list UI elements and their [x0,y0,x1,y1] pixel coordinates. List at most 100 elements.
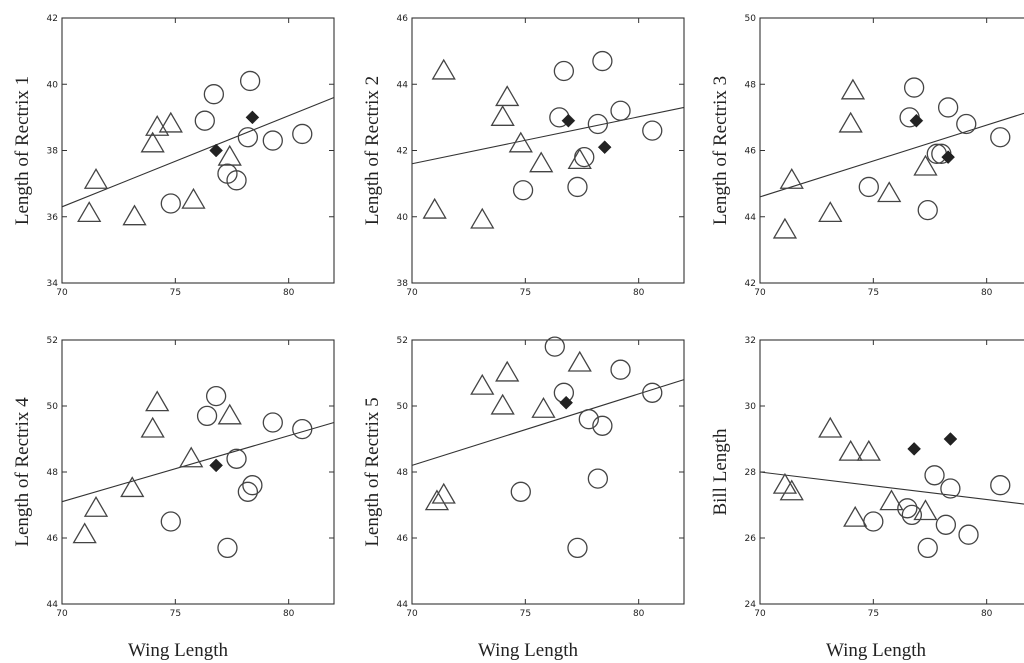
circle-point [610,359,631,380]
y-tick-label: 30 [745,402,757,412]
x-tick-label: 70 [406,288,418,298]
x-axis-label: Wing Length [128,640,229,661]
circle-point [262,130,283,151]
circle-point [917,199,938,221]
triangle-point [567,350,592,372]
triangle-point [818,416,843,438]
y-axis-label: Length of Rectrix 1 [12,76,33,225]
circle-point [242,475,263,496]
triangle-point [77,201,102,223]
diamond-point [209,143,223,158]
triangle-point [83,168,109,189]
regression-line [411,379,685,466]
plot-frame [411,17,685,284]
circle-point [917,537,938,559]
circle-point [937,97,959,118]
plot-frame [759,339,1024,605]
x-axis-label: Wing Length [478,640,579,661]
triangle-point [490,105,515,126]
diamond-point [943,432,958,446]
x-tick-label: 80 [283,288,295,298]
y-tick-label: 46 [397,14,409,24]
panel-5: 70 75 80 44 46 48 50 52 Length of Rectrix 5 Wing … [362,336,685,661]
y-tick-label: 52 [47,336,58,346]
circle-point [863,511,884,532]
triangle-point [840,78,866,100]
y-tick-label: 44 [397,80,409,90]
y-tick-label: 44 [47,600,59,610]
circle-point [237,127,259,148]
circle-point [217,537,238,559]
plot-frame [759,17,1024,284]
triangle-point [422,197,447,219]
circle-point [990,127,1011,148]
y-tick-label: 50 [745,14,757,24]
regression-line [411,106,685,165]
circle-point [544,336,565,357]
y-tick-label: 24 [745,600,757,610]
circle-point [226,448,247,469]
x-tick-label: 70 [754,609,766,619]
regression-line [61,421,335,503]
circle-point [160,511,181,532]
circle-point [512,180,534,201]
circle-point [226,170,247,191]
triangle-point [877,181,902,203]
x-tick-label: 80 [283,609,295,619]
circle-point [924,465,945,486]
triangle-point [818,201,843,223]
y-tick-label: 42 [47,14,58,24]
triangle-point [490,393,515,415]
triangle-point [470,373,495,395]
y-tick-label: 46 [745,147,757,157]
triangle-point [122,204,147,226]
circle-point [510,481,531,502]
x-tick-label: 75 [520,288,531,298]
circle-point [567,176,588,198]
circle-point [958,524,979,545]
circle-point [858,176,879,198]
triangle-point [217,144,242,166]
plot-frame [61,339,335,605]
x-tick-label: 80 [981,288,993,298]
y-tick-label: 46 [397,534,409,544]
circle-point [587,113,609,135]
y-axis-label: Length of Rectrix 3 [710,76,731,225]
y-tick-label: 28 [745,468,757,478]
x-tick-label: 75 [868,288,879,298]
triangle-point [838,111,863,133]
circle-point [935,514,957,535]
circle-point [262,412,283,433]
triangle-point [495,360,520,382]
circle-point [292,123,313,145]
triangle-point [838,439,863,461]
y-tick-label: 44 [397,600,409,610]
x-tick-label: 75 [520,609,531,619]
circle-point [578,409,599,430]
panel-4: 70 75 80 44 46 48 50 52 Length of Rectrix 4 Wing … [12,336,335,661]
x-tick-label: 70 [56,288,68,298]
y-tick-label: 38 [47,147,59,157]
diamond-point [597,140,612,155]
circle-point [990,475,1011,496]
y-tick-label: 38 [397,279,409,289]
circle-point [592,415,613,436]
triangle-point [158,111,183,133]
x-tick-label: 80 [981,609,993,619]
triangle-point [470,207,495,229]
panel-3: 70 75 80 42 44 46 48 50 Length of Rectrix 3 [710,14,1024,298]
x-tick-label: 75 [868,609,879,619]
triangle-point [145,390,170,412]
y-tick-label: 42 [745,279,756,289]
x-tick-label: 70 [754,288,766,298]
y-tick-label: 46 [47,534,59,544]
panel-1: 70 75 80 34 36 38 40 42 Length of Rectrix 1 [12,14,335,298]
diamond-point [561,113,576,128]
circle-point [292,418,313,440]
y-tick-label: 34 [47,279,59,289]
triangle-point [879,489,904,511]
triangle-point [913,499,938,521]
circle-point [194,110,215,131]
panel-2: 70 75 80 38 40 42 44 46 Length of Rectrix 2 [362,14,685,298]
